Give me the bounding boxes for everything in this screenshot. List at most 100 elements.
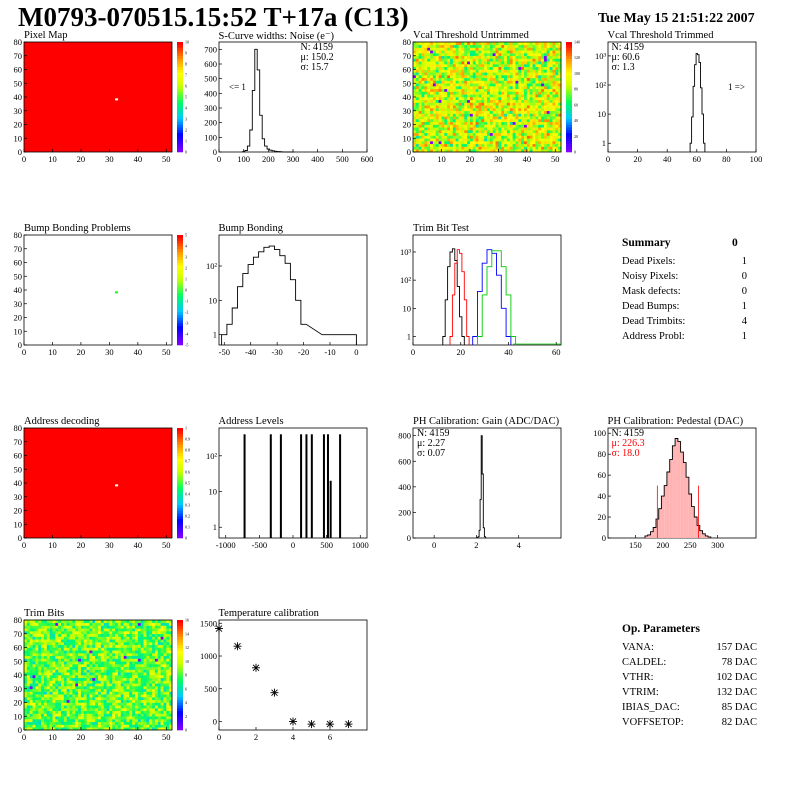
heatmap-cell [109,721,113,725]
heatmap-cell [509,97,513,101]
heatmap-cell [41,716,45,720]
y-tick-label: 500 [204,684,217,694]
color-scale-band [177,683,183,687]
heatmap-cell [98,702,102,706]
heatmap-cell [83,672,87,676]
heatmap-cell [427,44,431,48]
color-scale-band [177,653,183,657]
series-line [477,250,517,345]
heatmap-cell [80,669,85,673]
heatmap-cell [455,61,459,65]
heatmap-cell [518,88,522,92]
heatmap-cell [504,149,508,153]
heatmap-cell [521,91,525,95]
heatmap-cell [86,686,90,690]
heatmap-cell [489,119,493,123]
heatmap-cell [413,132,417,136]
heatmap-cell [413,72,417,76]
heatmap-cell [458,91,462,95]
heatmap-cell [506,50,511,54]
heatmap-cell [495,91,499,95]
y-tick-label: 10² [205,261,217,271]
heatmap-cell [418,91,422,95]
heatmap-cell [472,80,476,84]
heatmap-cell [89,672,93,676]
heatmap-cell [117,702,122,706]
heatmap-cell [137,650,141,654]
heatmap-cell [469,80,474,84]
heatmap-cell [467,121,471,125]
heatmap-cell [535,149,539,153]
heatmap-cell [146,708,150,712]
heatmap-cell [472,135,476,139]
heatmap-cell [558,135,562,139]
x-tick-label: -1000 [215,540,235,550]
heatmap-cell [535,119,539,123]
heatmap-cell [89,625,93,629]
heatmap-cell [140,672,144,676]
heatmap-cell [427,141,431,145]
heatmap-cell [115,724,119,728]
heatmap-cell [78,664,82,668]
y-tick-label: 1 [601,138,605,148]
heatmap-cell [35,669,39,673]
heatmap-cell [515,105,519,109]
spike-bar [338,434,341,538]
heatmap-cell [506,77,511,81]
heatmap-cell [135,650,139,654]
heatmap-cell [169,628,173,632]
heatmap-cell [450,69,454,73]
heatmap-cell [80,691,85,695]
heatmap-cell [55,727,59,731]
heatmap-cell [501,50,505,54]
heatmap-cell [464,72,468,76]
heatmap-cell [26,713,30,717]
heatmap-cell [415,132,419,136]
heatmap-cell [80,628,85,632]
heatmap-cell [112,631,116,635]
heatmap-cell [549,97,553,101]
y-tick-label: 80 [14,423,23,433]
heatmap-cell [524,99,528,103]
heatmap-cell [424,80,428,84]
spike-bar [322,434,325,538]
heatmap-cell [529,50,533,54]
z-tick-label: 3 [185,117,187,122]
heatmap-cell [58,636,62,640]
heatmap-cell [413,61,417,65]
heatmap-cell [146,675,150,679]
heatmap-cell [515,110,519,114]
heatmap-cell [89,713,93,717]
heatmap-cell [137,724,141,728]
color-scale-band [566,64,572,68]
heatmap-cell [98,661,102,665]
heatmap-cell [157,658,161,662]
heatmap-cell [541,99,545,103]
heatmap-cell [89,705,93,709]
heatmap-cell [115,666,119,670]
x-tick-label: 80 [722,154,731,164]
heatmap-cell [489,88,493,92]
heatmap-cell [518,108,522,112]
heatmap-cell [49,647,53,651]
stats-line: μ: 2.27 [417,438,446,449]
x-tick-label: 250 [683,540,696,550]
heatmap-cell [538,83,542,87]
heatmap-cell [487,110,491,114]
heatmap-cell [532,80,536,84]
heatmap-cell [55,697,59,701]
heatmap-cell [506,105,511,109]
heatmap-cell [464,61,468,65]
heatmap-cell [475,130,479,134]
heatmap-cell [137,633,141,637]
heatmap-cell [49,710,53,714]
heatmap-cell [495,116,499,120]
heatmap-cell [143,666,147,670]
heatmap-cell [543,58,548,62]
heatmap-cell [24,721,28,725]
heatmap-cell [492,124,496,128]
histogram-bar [652,527,656,538]
heatmap-cell [541,113,545,117]
heatmap-cell [492,135,496,139]
heatmap-cell [32,705,36,709]
